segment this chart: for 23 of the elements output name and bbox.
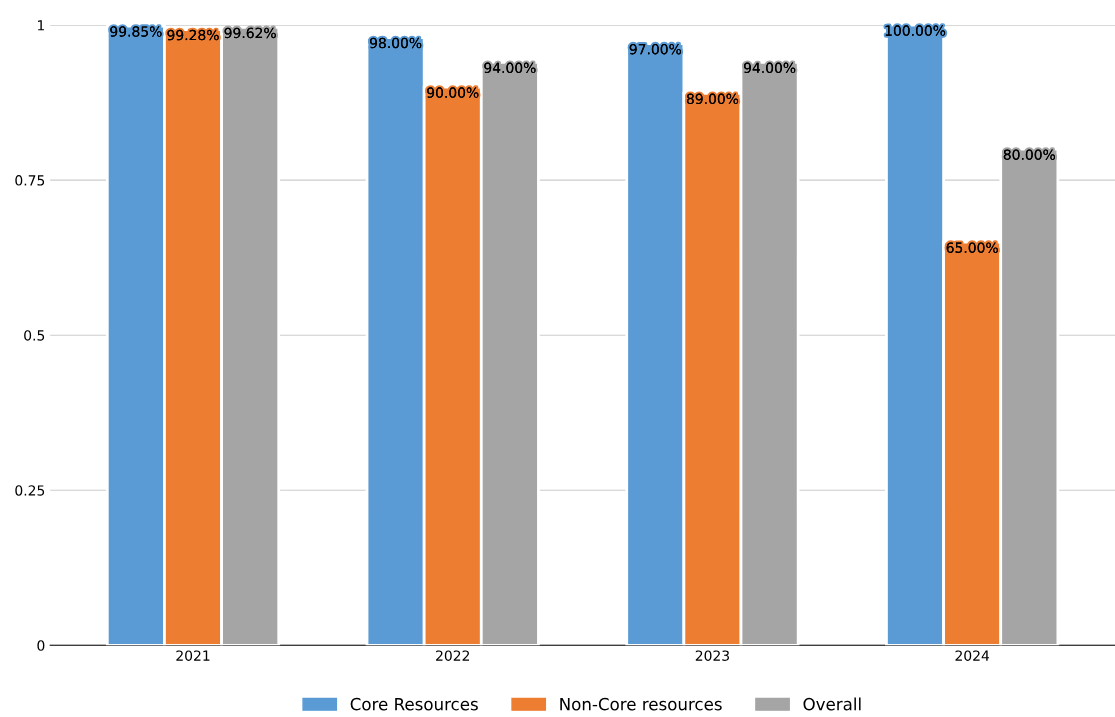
data-label: 90.00% [427, 87, 479, 98]
data-label: 98.00% [369, 37, 422, 49]
data-label: 80.00% [1003, 149, 1056, 160]
legend-label: Core Resources [350, 697, 478, 711]
data-label: 65.00% [946, 242, 998, 253]
data-label: 89.00% [686, 93, 739, 105]
data-label: 99.28% [167, 29, 219, 41]
data-label: 97.00% [629, 43, 682, 55]
y-tick-label: 0.5 [24, 330, 45, 341]
y-tick-label: 1 [38, 20, 45, 31]
data-label: 94.00% [484, 62, 536, 74]
data-label: 99.62% [224, 27, 276, 39]
data-label: 94.00% [743, 62, 796, 74]
x-tick-label: 2021 [176, 650, 210, 661]
x-tick-label: 2024 [955, 650, 990, 661]
data-label: 99.85% [110, 26, 162, 37]
x-tick-label: 2023 [695, 650, 729, 661]
y-tick-label: 0 [37, 640, 45, 651]
y-tick-label: 0.75 [15, 175, 45, 186]
legend-label: Overall [803, 697, 861, 711]
x-tick-label: 2022 [436, 650, 470, 661]
legend-label: Non-Core resources [560, 697, 722, 711]
y-tick-label: 0.25 [15, 485, 45, 496]
